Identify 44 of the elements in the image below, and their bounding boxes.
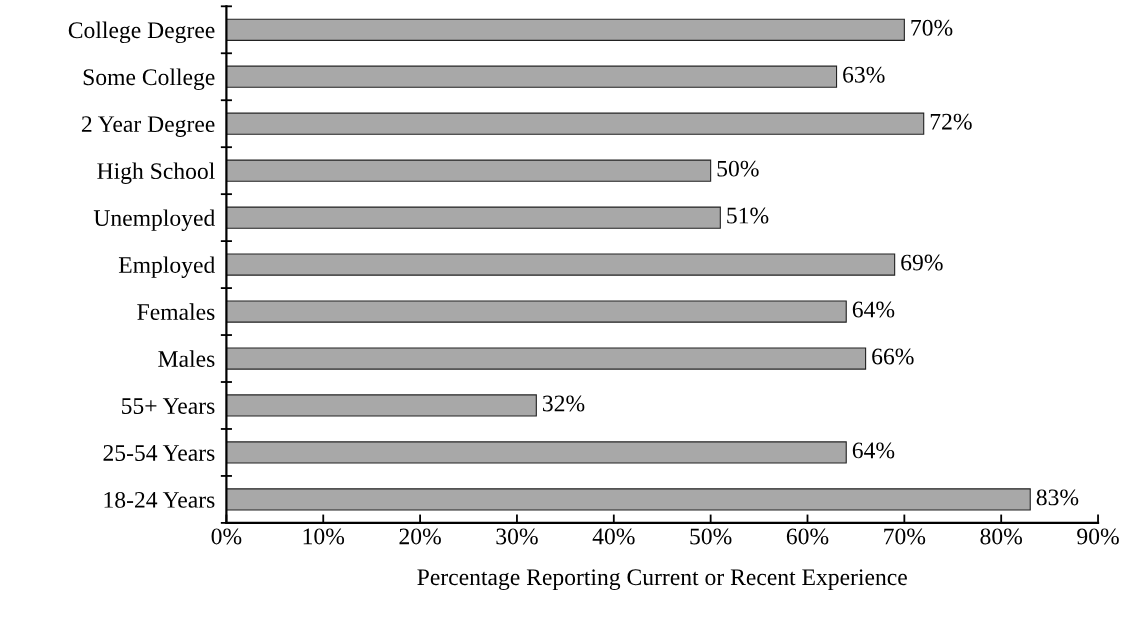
y-tick-label: 55+ Years bbox=[122, 398, 215, 414]
data-label: 50% bbox=[717, 160, 759, 177]
y-tick-label: Females bbox=[137, 303, 215, 320]
y-tick-label: 2 Year Degree bbox=[81, 116, 215, 137]
x-tick-label: 10% bbox=[303, 528, 345, 545]
bar bbox=[226, 112, 925, 135]
data-label: 66% bbox=[872, 348, 914, 365]
data-label: 70% bbox=[911, 19, 953, 36]
x-tick-label: 90% bbox=[1077, 528, 1119, 545]
bar bbox=[226, 394, 537, 417]
data-label: 64% bbox=[852, 442, 895, 459]
data-label: 63% bbox=[843, 66, 885, 83]
y-tick-label: Some College bbox=[83, 68, 215, 91]
bar bbox=[226, 253, 896, 276]
x-tick-label: 70% bbox=[884, 528, 926, 545]
x-tick-label: 60% bbox=[786, 528, 829, 545]
bar bbox=[226, 347, 867, 370]
x-tick-label: 30% bbox=[496, 528, 538, 545]
x-axis-title: Percentage Reporting Current or Recent Experience bbox=[417, 569, 907, 591]
bar bbox=[226, 488, 1031, 511]
y-tick-label: College Degree bbox=[68, 21, 215, 44]
data-label: 64% bbox=[852, 301, 895, 318]
bar bbox=[226, 65, 838, 88]
bar bbox=[226, 300, 847, 323]
y-tick-label: Males bbox=[158, 350, 215, 367]
x-tick-label: 80% bbox=[980, 528, 1023, 545]
x-tick-label: 0% bbox=[211, 528, 242, 545]
x-tick-label: 20% bbox=[399, 528, 441, 545]
data-label: 51% bbox=[727, 207, 769, 224]
bar bbox=[226, 206, 721, 229]
x-tick-label: 50% bbox=[690, 528, 732, 545]
bar bbox=[226, 18, 905, 41]
y-tick-label: 25-54 Years bbox=[103, 445, 215, 461]
bar bbox=[226, 441, 847, 464]
y-tick-label: Unemployed bbox=[93, 209, 215, 231]
y-tick-label: Employed bbox=[118, 256, 215, 278]
data-label: 69% bbox=[901, 254, 943, 271]
y-tick-label: 18-24 Years bbox=[104, 491, 215, 508]
x-tick-label: 40% bbox=[592, 528, 635, 545]
data-label: 72% bbox=[930, 113, 972, 130]
y-tick-label: High School bbox=[97, 162, 215, 184]
bar bbox=[226, 159, 712, 182]
data-label: 83% bbox=[1036, 489, 1079, 506]
data-label: 32% bbox=[543, 395, 585, 412]
